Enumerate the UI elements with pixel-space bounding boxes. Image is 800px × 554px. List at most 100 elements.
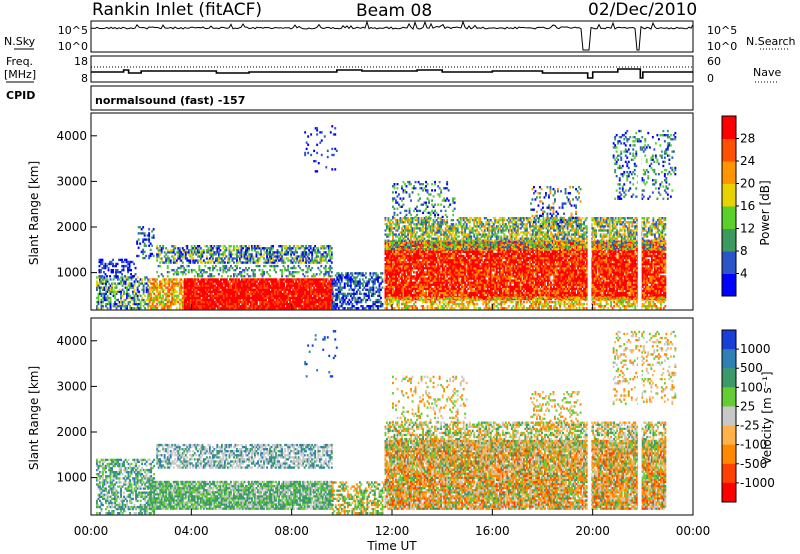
power-cell — [259, 282, 261, 285]
power-cell — [299, 290, 302, 293]
power-cell — [302, 259, 305, 262]
power-cell — [206, 305, 209, 308]
power-cell — [184, 253, 187, 256]
power-cell — [339, 300, 342, 304]
power-cell — [254, 288, 257, 291]
power-cell — [189, 294, 192, 298]
power-cell — [302, 305, 305, 308]
power-cell — [98, 275, 101, 278]
power-cell — [426, 265, 429, 268]
power-cell — [121, 258, 123, 262]
power-cell — [437, 275, 440, 278]
power-cell — [242, 280, 245, 283]
power-cell — [284, 292, 287, 296]
power-cell — [256, 288, 258, 291]
power-cell — [148, 286, 151, 289]
power-cell — [195, 302, 198, 306]
power-cell — [160, 273, 163, 276]
cpid-panel-frame — [90, 85, 694, 111]
power-cell — [242, 247, 244, 250]
power-cell — [148, 280, 151, 283]
power-cell — [212, 302, 215, 306]
power-cell — [307, 284, 310, 287]
power-cell — [274, 288, 276, 291]
power-cell — [317, 284, 320, 287]
power-cell — [181, 296, 184, 300]
power-cell — [123, 305, 125, 308]
power-cell — [330, 271, 333, 274]
power-cell — [250, 292, 252, 296]
power-cell — [220, 257, 223, 260]
power-cell — [216, 269, 219, 272]
power-cell — [211, 257, 214, 260]
power-cell — [178, 286, 181, 289]
power-cell — [232, 282, 234, 285]
power-cell — [102, 286, 104, 289]
power-cell — [317, 292, 320, 296]
power-cell — [330, 253, 333, 256]
power-cell — [308, 294, 311, 298]
power-cell — [329, 249, 332, 252]
power-cell — [151, 286, 154, 289]
power-cell — [213, 302, 216, 306]
power-cell — [325, 294, 328, 298]
power-cell — [250, 284, 252, 287]
power-cell — [244, 280, 246, 283]
power-cell — [258, 247, 261, 250]
power-cell — [286, 278, 288, 281]
power-cell — [229, 284, 231, 287]
power-cell — [133, 290, 136, 293]
power-cell — [296, 294, 299, 298]
power-cell — [380, 300, 382, 304]
power-cell — [198, 296, 201, 300]
power-cell — [265, 290, 267, 293]
power-cell — [184, 269, 187, 272]
power-cell — [105, 280, 107, 283]
power-cell — [293, 296, 296, 300]
power-cell — [188, 305, 191, 308]
power-cell — [211, 259, 214, 262]
power-cell — [230, 292, 233, 296]
power-cell — [154, 278, 157, 281]
power-cell — [275, 280, 278, 283]
power-cell — [106, 290, 109, 293]
power-cell — [245, 284, 248, 287]
power-cell — [198, 266, 201, 270]
power-cell — [316, 282, 319, 285]
power-cell — [163, 284, 166, 287]
power-cell — [145, 276, 148, 279]
power-cell — [381, 278, 384, 281]
power-cell — [144, 300, 147, 304]
power-cell — [168, 298, 171, 302]
power-cell — [443, 275, 446, 278]
power-cell — [166, 305, 169, 308]
power-cell — [323, 282, 326, 285]
power-cell — [357, 288, 360, 291]
power-cell — [160, 257, 163, 260]
power-cell — [275, 288, 278, 291]
power-cell — [422, 289, 424, 293]
power-cell — [124, 278, 127, 281]
power-cell — [252, 271, 255, 274]
power-cell — [188, 300, 191, 304]
power-cell — [410, 265, 412, 268]
power-cell — [165, 302, 168, 306]
power-cell — [109, 307, 112, 310]
power-cell — [256, 284, 258, 287]
power-cell — [98, 269, 101, 272]
power-cell — [123, 298, 125, 302]
power-cell — [318, 273, 321, 276]
power-cell — [186, 302, 189, 306]
power-cell — [142, 286, 145, 289]
power-cell — [429, 281, 432, 284]
power-cell — [323, 278, 326, 281]
power-cell — [358, 296, 361, 300]
power-cell — [222, 280, 225, 283]
power-cell — [171, 286, 174, 289]
power-cell — [290, 284, 293, 287]
power-cell — [263, 298, 266, 302]
power-cell — [323, 298, 326, 302]
power-cell — [132, 296, 134, 300]
power-cell — [380, 288, 382, 291]
power-cell — [217, 259, 220, 262]
